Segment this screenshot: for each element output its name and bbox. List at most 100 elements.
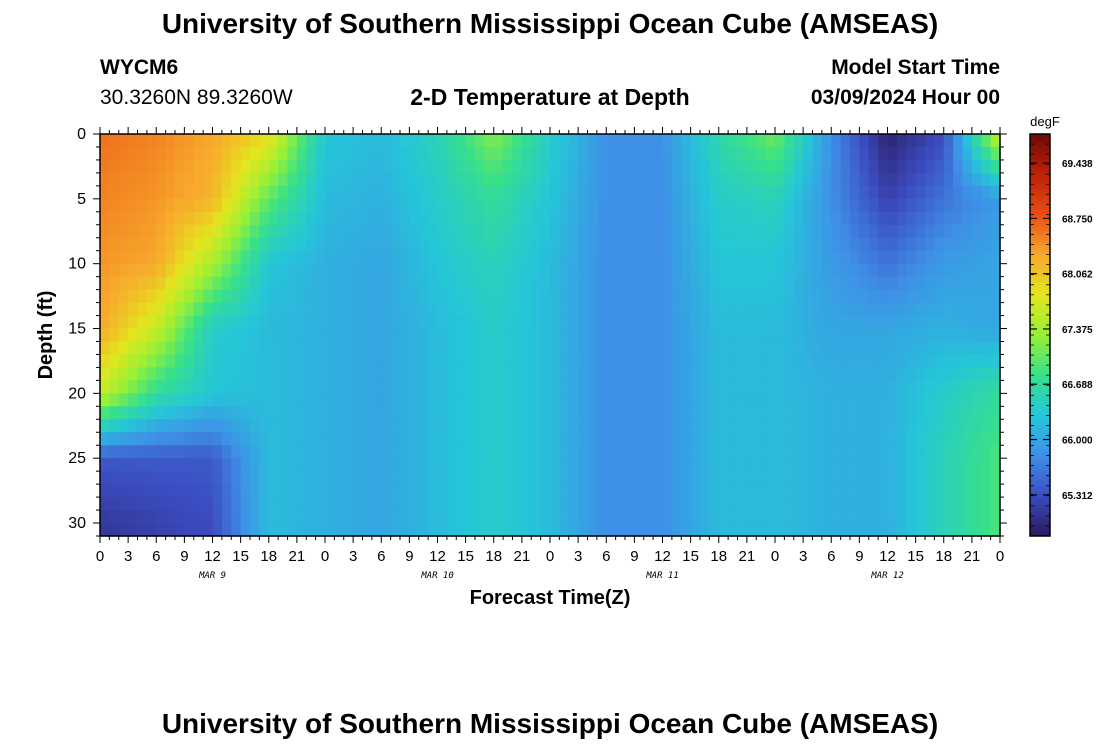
- heatmap-cell: [709, 419, 720, 433]
- heatmap-cell: [690, 134, 701, 148]
- heatmap-cell: [596, 302, 607, 317]
- heatmap-cell: [493, 134, 504, 148]
- heatmap-cell: [465, 276, 476, 291]
- heatmap-cell: [906, 380, 917, 394]
- heatmap-cell: [868, 172, 879, 187]
- heatmap-cell: [812, 302, 823, 317]
- heatmap-cell: [784, 419, 795, 433]
- heatmap-cell: [156, 315, 167, 330]
- heatmap-cell: [203, 432, 214, 446]
- heatmap-cell: [784, 510, 795, 524]
- heatmap-cell: [606, 341, 617, 356]
- heatmap-cell: [259, 185, 270, 200]
- heatmap-cell: [971, 185, 982, 200]
- heatmap-cell: [118, 224, 129, 239]
- heatmap-cell: [231, 224, 242, 239]
- heatmap-cell: [540, 302, 551, 317]
- heatmap-cell: [100, 211, 110, 226]
- heatmap-cell: [896, 406, 907, 420]
- heatmap-cell: [531, 315, 542, 330]
- heatmap-cell: [362, 159, 373, 174]
- heatmap-cell: [793, 445, 804, 459]
- heatmap-cell: [137, 224, 148, 239]
- heatmap-cell: [118, 393, 129, 407]
- heatmap-cell: [793, 484, 804, 498]
- heatmap-cell: [934, 237, 945, 252]
- heatmap-cell: [521, 510, 532, 524]
- heatmap-cell: [231, 484, 242, 498]
- heatmap-cell: [446, 432, 457, 446]
- heatmap-cell: [456, 263, 467, 278]
- heatmap-cell: [371, 211, 382, 226]
- heatmap-cell: [446, 445, 457, 459]
- heatmap-cell: [146, 471, 157, 485]
- heatmap-cell: [568, 471, 579, 485]
- heatmap-cell: [737, 315, 748, 330]
- heatmap-cell: [184, 471, 195, 485]
- heatmap-cell: [625, 315, 635, 330]
- heatmap-cell: [212, 497, 223, 511]
- heatmap-cell: [821, 406, 832, 420]
- heatmap-cell: [643, 146, 654, 161]
- heatmap-cell: [175, 276, 185, 291]
- heatmap-cell: [831, 134, 842, 148]
- heatmap-cell: [568, 146, 579, 161]
- heatmap-cell: [990, 211, 1001, 226]
- heatmap-cell: [784, 263, 795, 278]
- heatmap-cell: [353, 159, 364, 174]
- heatmap-cell: [175, 237, 185, 252]
- heatmap-cell: [137, 146, 148, 161]
- heatmap-cell: [400, 419, 410, 433]
- heatmap-cell: [296, 393, 307, 407]
- heatmap-cell: [709, 211, 720, 226]
- heatmap-cell: [962, 445, 973, 459]
- heatmap-cell: [484, 432, 495, 446]
- heatmap-cell: [981, 134, 992, 148]
- heatmap-cell: [156, 185, 167, 200]
- heatmap-cell: [240, 497, 251, 511]
- heatmap-cell: [325, 419, 335, 433]
- heatmap-cell: [259, 354, 270, 369]
- heatmap-cell: [100, 458, 110, 472]
- heatmap-cell: [193, 419, 204, 433]
- heatmap-cell: [934, 393, 945, 407]
- heatmap-cell: [334, 367, 345, 381]
- heatmap-cell: [540, 250, 551, 265]
- heatmap-cell: [690, 380, 701, 394]
- heatmap-cell: [437, 315, 448, 330]
- heatmap-cell: [146, 289, 157, 304]
- heatmap-cell: [212, 315, 223, 330]
- heatmap-cell: [231, 159, 242, 174]
- heatmap-cell: [240, 523, 251, 537]
- heatmap-cell: [831, 432, 842, 446]
- heatmap-cell: [390, 211, 401, 226]
- heatmap-cell: [625, 341, 635, 356]
- heatmap-cell: [737, 276, 748, 291]
- heatmap-cell: [137, 406, 148, 420]
- heatmap-cell: [221, 484, 232, 498]
- heatmap-cell: [156, 484, 167, 498]
- heatmap-cell: [100, 380, 110, 394]
- heatmap-cell: [559, 146, 570, 161]
- heatmap-cell: [775, 250, 785, 265]
- heatmap-cell: [737, 432, 748, 446]
- heatmap-cell: [803, 289, 814, 304]
- heatmap-cell: [709, 185, 720, 200]
- heatmap-cell: [765, 510, 776, 524]
- heatmap-cell: [587, 354, 598, 369]
- heatmap-cell: [353, 302, 364, 317]
- heatmap-cell: [765, 367, 776, 381]
- heatmap-cell: [409, 237, 420, 252]
- heatmap-cell: [662, 328, 673, 343]
- heatmap-cell: [559, 211, 570, 226]
- heatmap-cell: [634, 224, 645, 239]
- heatmap-cell: [278, 224, 289, 239]
- heatmap-cell: [578, 250, 589, 265]
- heatmap-cell: [521, 224, 532, 239]
- heatmap-cell: [925, 484, 935, 498]
- heatmap-cell: [821, 445, 832, 459]
- heatmap-cell: [203, 159, 214, 174]
- heatmap-cell: [850, 484, 860, 498]
- heatmap-cell: [990, 510, 1001, 524]
- heatmap-cell: [493, 263, 504, 278]
